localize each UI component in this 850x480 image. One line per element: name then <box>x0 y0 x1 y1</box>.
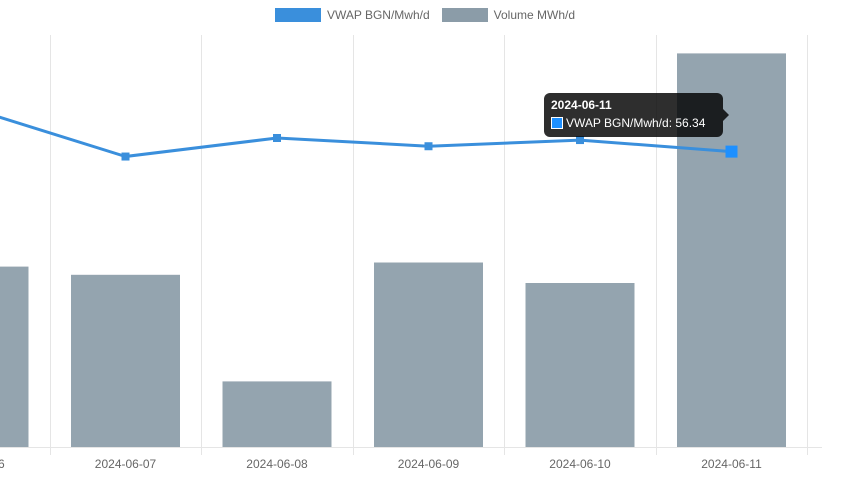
x-tick-label: 2024-06-11 <box>701 457 762 471</box>
tooltip: 2024-06-11 VWAP BGN/Mwh/d: 56.34 <box>544 93 723 137</box>
volume-bars <box>0 53 786 448</box>
volume-bar <box>71 274 180 447</box>
tooltip-value: VWAP BGN/Mwh/d: 56.34 <box>566 116 706 130</box>
legend: VWAP BGN/Mwh/d Volume MWh/d <box>0 8 850 22</box>
vwap-point <box>121 152 130 161</box>
volume-bar <box>222 381 332 447</box>
legend-swatch-volume <box>441 8 488 22</box>
x-axis-ticks: 2024-06-06 2024-06-07 2024-06-08 2024-06-09… <box>0 457 762 471</box>
vwap-line <box>0 115 738 161</box>
tooltip-row: VWAP BGN/Mwh/d: 56.34 <box>551 116 716 130</box>
x-tick-label: 2024-06-08 <box>246 457 308 471</box>
tooltip-color-swatch <box>551 117 563 129</box>
tooltip-title: 2024-06-11 <box>551 98 612 112</box>
legend-swatch-vwap <box>274 8 321 22</box>
vwap-line-path <box>0 115 732 159</box>
vwap-point <box>424 142 433 151</box>
legend-item-vwap[interactable]: VWAP BGN/Mwh/d <box>274 8 430 22</box>
vwap-point <box>725 145 738 158</box>
x-tick-label: 2024-06-09 <box>398 457 460 471</box>
vwap-point <box>576 136 584 145</box>
x-tick-label: 2024-06-07 <box>95 457 157 471</box>
legend-label-volume: Volume MWh/d <box>493 8 576 22</box>
legend-item-volume[interactable]: Volume MWh/d <box>441 8 576 22</box>
volume-bar <box>374 262 483 447</box>
volume-bar <box>525 283 635 447</box>
volume-bar <box>0 266 29 447</box>
vwap-point <box>273 134 281 142</box>
legend-label-vwap: VWAP BGN/Mwh/d <box>326 8 430 22</box>
tooltip-caret <box>723 109 729 121</box>
x-tick-label: 2024-06-06 <box>0 457 5 471</box>
x-tick-label: 2024-06-10 <box>549 457 611 471</box>
